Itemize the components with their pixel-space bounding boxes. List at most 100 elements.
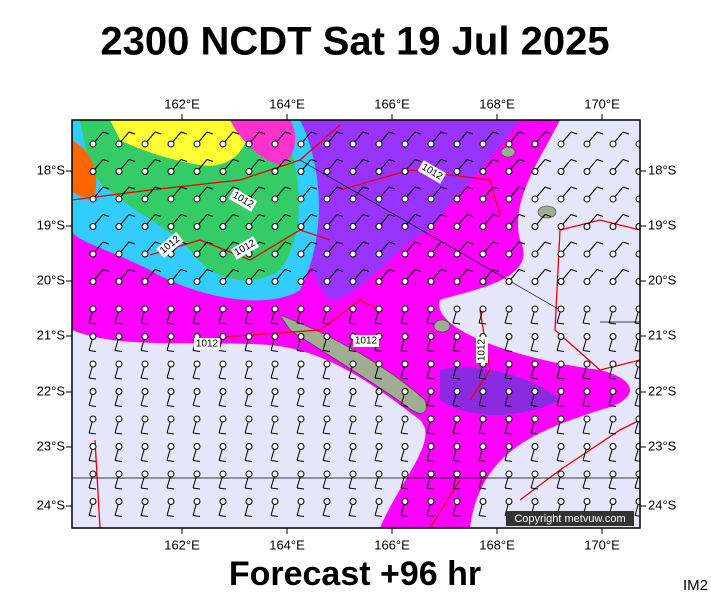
station xyxy=(323,278,331,285)
barb-flag xyxy=(530,377,539,380)
station xyxy=(531,140,539,148)
station xyxy=(453,360,461,368)
barb-flag xyxy=(140,377,149,380)
station xyxy=(349,223,357,230)
station xyxy=(219,223,227,230)
contour-label-bg xyxy=(228,188,258,212)
barb-flag xyxy=(270,515,279,517)
barb-flag xyxy=(374,460,383,462)
barb-flag xyxy=(518,159,526,162)
station xyxy=(557,470,565,478)
barb-flag xyxy=(140,487,149,490)
station xyxy=(401,140,409,148)
barb-flag xyxy=(140,350,149,352)
longitude-label: 166°E xyxy=(374,537,410,552)
station xyxy=(167,415,175,423)
latitude-label: 20°S xyxy=(37,272,66,287)
station xyxy=(167,223,175,230)
station xyxy=(297,278,305,285)
barb-flag xyxy=(348,377,357,380)
station xyxy=(557,140,565,148)
barb-flag xyxy=(232,214,240,217)
barb-flag xyxy=(400,487,409,490)
barb-flag xyxy=(348,405,357,407)
station xyxy=(349,250,357,258)
barb-flag xyxy=(362,269,370,272)
station xyxy=(505,470,513,478)
station xyxy=(219,195,227,203)
barb-flag xyxy=(570,241,578,245)
station xyxy=(115,470,123,478)
station xyxy=(245,305,253,313)
station xyxy=(89,140,97,148)
barb-flag xyxy=(128,186,136,190)
station xyxy=(167,195,175,203)
barb-flag xyxy=(218,322,227,325)
barb-flag xyxy=(336,159,344,162)
station xyxy=(557,333,565,340)
barb-flag xyxy=(218,487,227,490)
barb-flag xyxy=(270,377,279,380)
barb-flag xyxy=(362,214,370,217)
station xyxy=(193,388,201,395)
station xyxy=(583,498,591,505)
longitude-label: 164°E xyxy=(269,537,305,552)
station xyxy=(297,223,305,230)
station xyxy=(89,250,97,258)
contour-label-bg xyxy=(194,338,220,350)
station xyxy=(583,360,591,368)
station xyxy=(453,470,461,478)
barb-flag xyxy=(478,487,487,490)
barb-flag xyxy=(634,515,640,517)
station xyxy=(271,195,279,203)
station xyxy=(401,388,409,395)
station xyxy=(583,443,591,450)
barb-flag xyxy=(452,515,461,517)
barb-flag xyxy=(140,322,149,325)
station xyxy=(531,195,539,203)
barb-flag xyxy=(374,350,383,352)
station xyxy=(531,305,539,313)
station xyxy=(583,250,591,258)
station xyxy=(271,415,279,423)
barb-flag xyxy=(466,186,474,190)
barb-flag xyxy=(622,214,630,217)
station xyxy=(89,168,97,175)
title: 2300 NCDT Sat 19 Jul 2025 xyxy=(100,20,609,64)
station xyxy=(193,278,201,285)
station xyxy=(297,470,305,478)
barb-flag xyxy=(478,377,487,380)
barb-flag xyxy=(649,215,655,217)
station xyxy=(219,360,227,368)
barb-flag xyxy=(322,350,331,352)
barb-flag xyxy=(192,405,201,407)
station xyxy=(427,333,435,340)
barb-flag xyxy=(530,432,539,435)
barb-flag xyxy=(504,322,513,325)
barb-flag xyxy=(530,460,539,462)
station xyxy=(583,305,591,313)
station xyxy=(531,223,539,230)
station xyxy=(401,305,409,313)
station xyxy=(219,250,227,258)
barb-flag xyxy=(102,241,110,245)
station xyxy=(635,443,640,450)
station xyxy=(505,415,513,423)
station xyxy=(271,498,279,505)
barb-flag xyxy=(556,377,565,380)
station xyxy=(531,415,539,423)
barb-flag xyxy=(192,487,201,490)
station xyxy=(557,223,565,230)
station xyxy=(427,388,435,395)
station xyxy=(635,360,640,368)
station xyxy=(297,168,305,175)
barb-flag xyxy=(504,405,513,407)
barb-flag xyxy=(192,432,201,435)
station xyxy=(557,168,565,175)
barb-flag xyxy=(478,460,487,462)
station xyxy=(531,388,539,395)
station xyxy=(297,498,305,505)
station xyxy=(531,333,539,340)
barb-flag xyxy=(310,159,318,162)
barb-flag xyxy=(296,405,305,407)
